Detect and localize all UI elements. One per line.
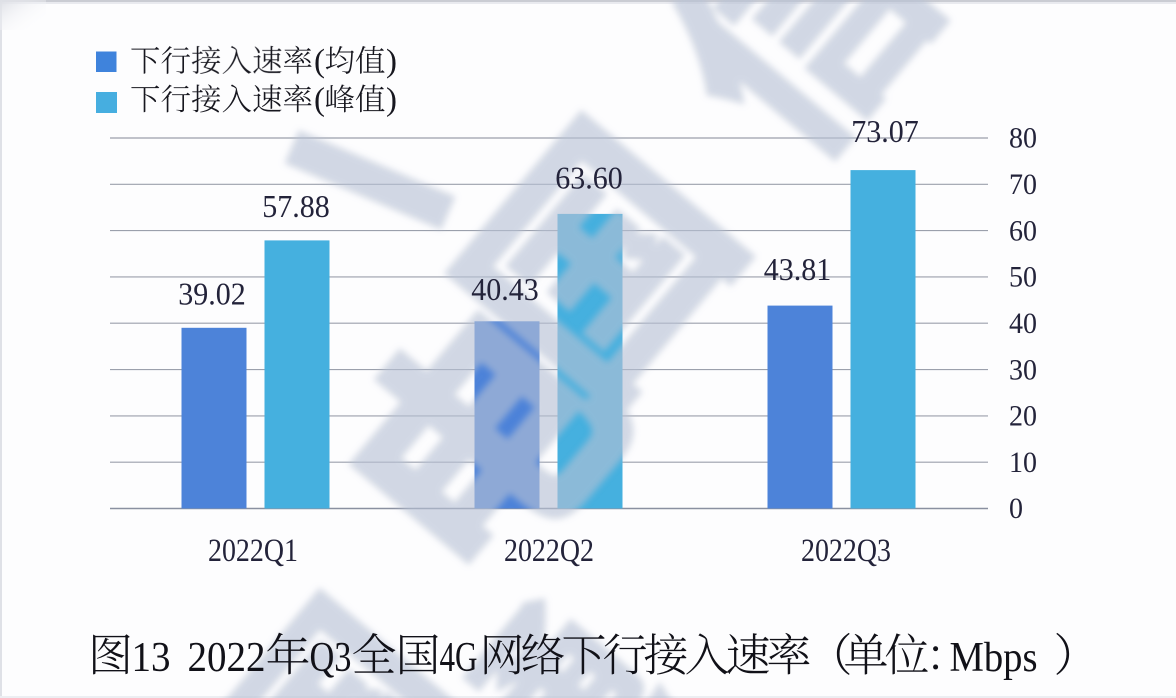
svg-text:2022Q2: 2022Q2 [504, 533, 594, 569]
svg-text:4G: 4G [440, 634, 478, 681]
svg-text:50: 50 [1009, 261, 1037, 294]
svg-text:(: ( [314, 44, 325, 80]
svg-text:Mbps: Mbps [950, 634, 1038, 681]
svg-text:0: 0 [1009, 492, 1023, 525]
svg-text:): ) [386, 44, 397, 80]
svg-text:70: 70 [1009, 168, 1037, 201]
svg-text:30: 30 [1009, 353, 1037, 386]
svg-text:20: 20 [1009, 400, 1037, 433]
svg-text:2022Q1: 2022Q1 [208, 533, 298, 569]
svg-text:63.60: 63.60 [555, 160, 623, 196]
svg-text:10: 10 [1009, 446, 1037, 479]
svg-text:80: 80 [1009, 122, 1037, 155]
svg-text:(: ( [314, 82, 325, 118]
svg-text:2022Q3: 2022Q3 [801, 533, 891, 569]
svg-text:Q3: Q3 [310, 634, 352, 681]
svg-text:60: 60 [1009, 214, 1037, 247]
svg-text:57.88: 57.88 [262, 188, 330, 224]
svg-text:40: 40 [1009, 307, 1037, 340]
svg-text:2022: 2022 [188, 634, 266, 681]
svg-text:73.07: 73.07 [851, 113, 919, 149]
svg-text:): ) [386, 82, 397, 118]
svg-text:40.43: 40.43 [471, 271, 539, 307]
svg-text:13: 13 [132, 634, 171, 681]
svg-text:39.02: 39.02 [178, 276, 246, 312]
svg-text:43.81: 43.81 [764, 251, 832, 287]
